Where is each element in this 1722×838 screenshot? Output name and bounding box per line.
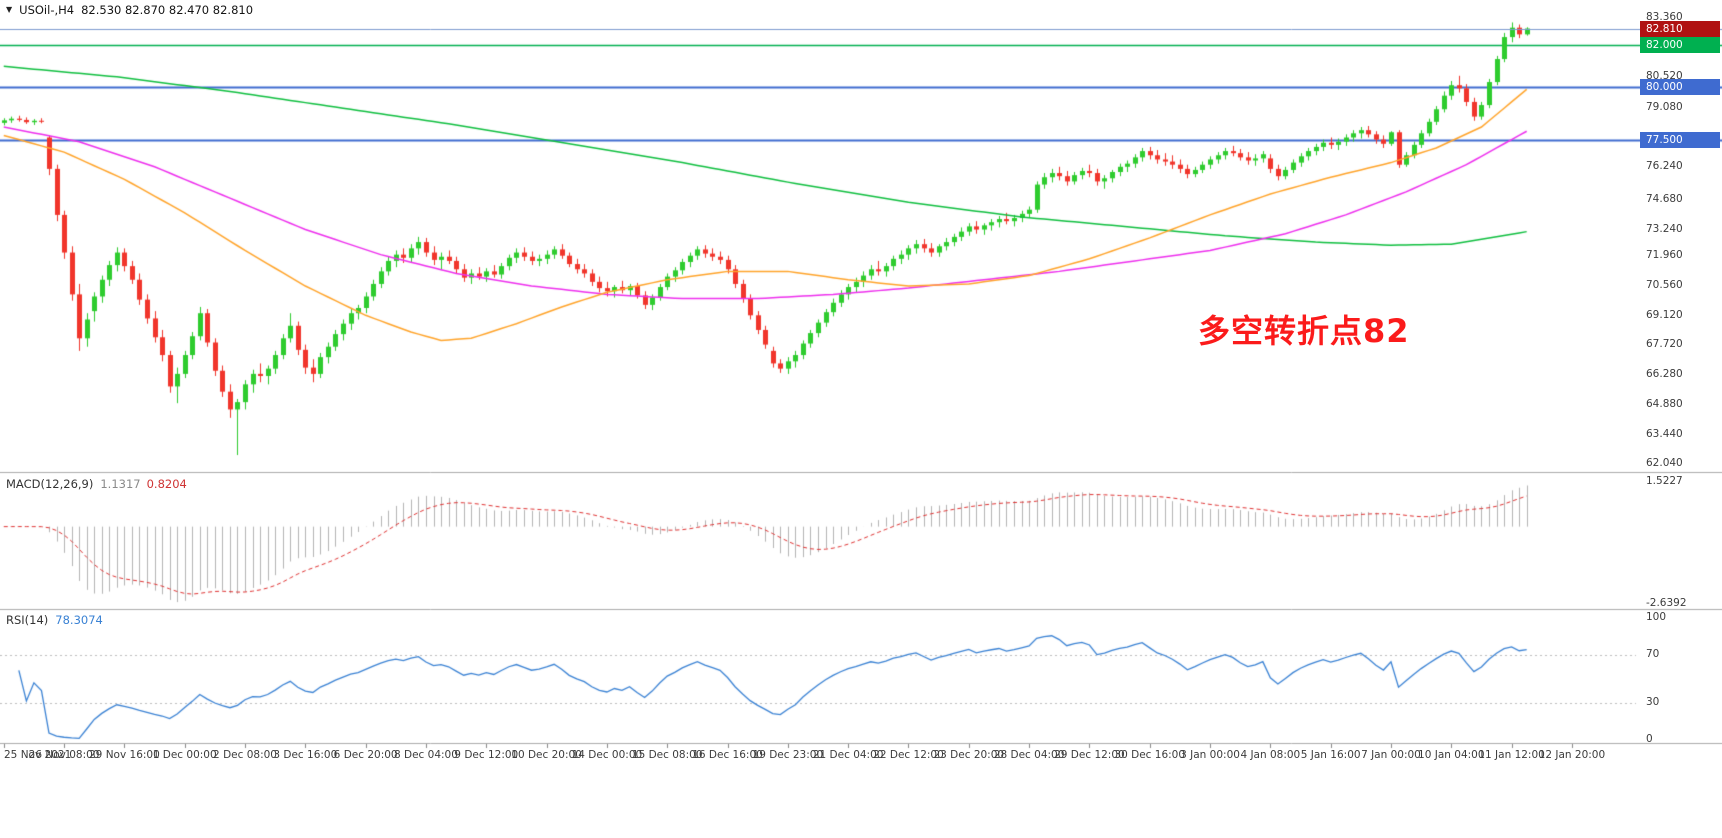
rsi-name: RSI(14) bbox=[6, 613, 49, 627]
macd-value-main: 1.1317 bbox=[100, 477, 141, 491]
chart-annotation[interactable]: 多空转折点82 bbox=[1198, 312, 1410, 350]
symbol-name: USOil-,H4 bbox=[19, 3, 75, 17]
macd-name: MACD(12,26,9) bbox=[6, 477, 94, 491]
rsi-indicator-label: RSI(14) 78.3074 bbox=[6, 613, 103, 627]
symbol-info: ▼ USOil-,H4 82.530 82.870 82.470 82.810 bbox=[6, 3, 253, 17]
ohlc-values: 82.530 82.870 82.470 82.810 bbox=[81, 3, 254, 17]
rsi-value: 78.3074 bbox=[55, 613, 103, 627]
macd-indicator-label: MACD(12,26,9) 1.1317 0.8204 bbox=[6, 477, 187, 491]
macd-value-signal: 0.8204 bbox=[146, 477, 187, 491]
symbol-marker-icon: ▼ bbox=[6, 5, 13, 14]
